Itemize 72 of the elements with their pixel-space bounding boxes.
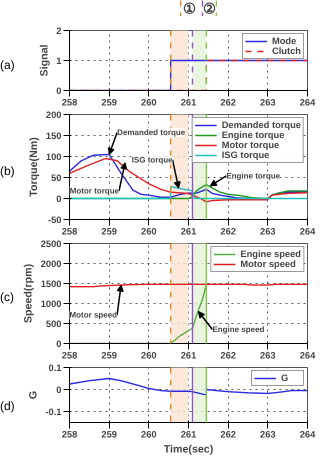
x-tick-label: 260 (141, 350, 157, 360)
legend-label: ISG torque (222, 150, 270, 160)
annotation: Demanded torque (117, 128, 186, 137)
text: (a) (0, 57, 15, 74)
x-tick-label: 264 (300, 350, 316, 360)
x-tick-label: 261 (180, 430, 196, 440)
y-tick-label: 0 (56, 339, 62, 349)
y-tick-label: 0 (56, 194, 62, 204)
x-tick-label: 263 (260, 350, 276, 360)
y-tick-label: 1000 (40, 299, 62, 309)
x-tick-label: 264 (300, 226, 316, 236)
legend-label: Engine speed (240, 249, 301, 259)
y-tick-label: 2 (56, 26, 62, 36)
y-tick-label: 2500 (40, 239, 62, 249)
x-tick-label: 264 (300, 98, 316, 108)
annotation: Engine speed (212, 325, 265, 334)
y-tick-label: 1 (56, 56, 62, 66)
x-tick-label: 262 (220, 350, 236, 360)
y-axis-title: Speed(rpm) (22, 263, 35, 324)
text: (b) (0, 162, 15, 180)
y-tick-label: -0.1 (45, 407, 62, 417)
x-tick-label: 263 (260, 430, 276, 440)
x-tick-label: 262 (220, 98, 236, 108)
x-tick-label: 261 (180, 98, 196, 108)
x-tick-label: 259 (101, 430, 117, 440)
y-tick-label: 100 (46, 152, 62, 162)
x-tick-label: 262 (220, 430, 236, 440)
y-tick-label: 0 (56, 385, 62, 395)
legend-label: Demanded torque (222, 120, 301, 130)
x-tick-label: 258 (62, 430, 78, 440)
band-label: ① (183, 1, 196, 18)
y-tick-label: 50 (51, 173, 62, 183)
x-tick-label: 264 (300, 430, 316, 440)
y-tick-label: -50 (48, 215, 62, 225)
y-tick-label: 150 (46, 131, 62, 141)
y-tick-label: 0 (56, 86, 62, 96)
x-tick-label: 263 (260, 98, 276, 108)
x-tick-label: 263 (260, 226, 276, 236)
x-tick-label: 260 (141, 430, 157, 440)
x-tick-label: 258 (62, 226, 78, 236)
y-tick-label: 500 (46, 319, 62, 329)
band-label: ② (202, 1, 216, 18)
legend-label: Engine torque (222, 130, 284, 140)
x-tick-label: 259 (101, 350, 117, 360)
x-tick-label: 261 (180, 226, 196, 236)
legend-label: Clutch (272, 46, 301, 56)
annotation: Motor speed (70, 310, 118, 320)
x-tick-label: 258 (62, 350, 78, 360)
legend-label: Motor torque (222, 140, 280, 150)
y-axis-title: Torque(Nm) (28, 136, 40, 197)
annotation: Motor torque (70, 186, 120, 196)
y-tick-label: 2000 (40, 259, 62, 269)
x-tick-label: 259 (101, 226, 117, 236)
y-axis-title: G (27, 390, 40, 400)
x-tick-label: 258 (62, 98, 78, 108)
y-tick-label: 0.1 (48, 363, 62, 373)
text: (d) (0, 398, 15, 415)
text: (c) (0, 289, 14, 306)
annotation: ISG torque (132, 156, 174, 164)
legend-label: Mode (272, 36, 296, 46)
x-tick-label: 259 (101, 98, 117, 108)
x-tick-label: 260 (141, 98, 157, 108)
x-tick-label: 261 (180, 350, 196, 360)
y-tick-label: 1500 (40, 279, 62, 289)
x-axis-title: Time(sec) (164, 444, 214, 456)
annotation: Engine torque (226, 171, 281, 180)
y-tick-label: 200 (46, 110, 62, 120)
x-tick-label: 262 (220, 226, 236, 236)
y-axis-title: Signal (38, 44, 50, 76)
x-tick-label: 260 (141, 226, 157, 236)
legend-label: Motor speed (240, 259, 296, 269)
legend-label: G (281, 373, 290, 383)
